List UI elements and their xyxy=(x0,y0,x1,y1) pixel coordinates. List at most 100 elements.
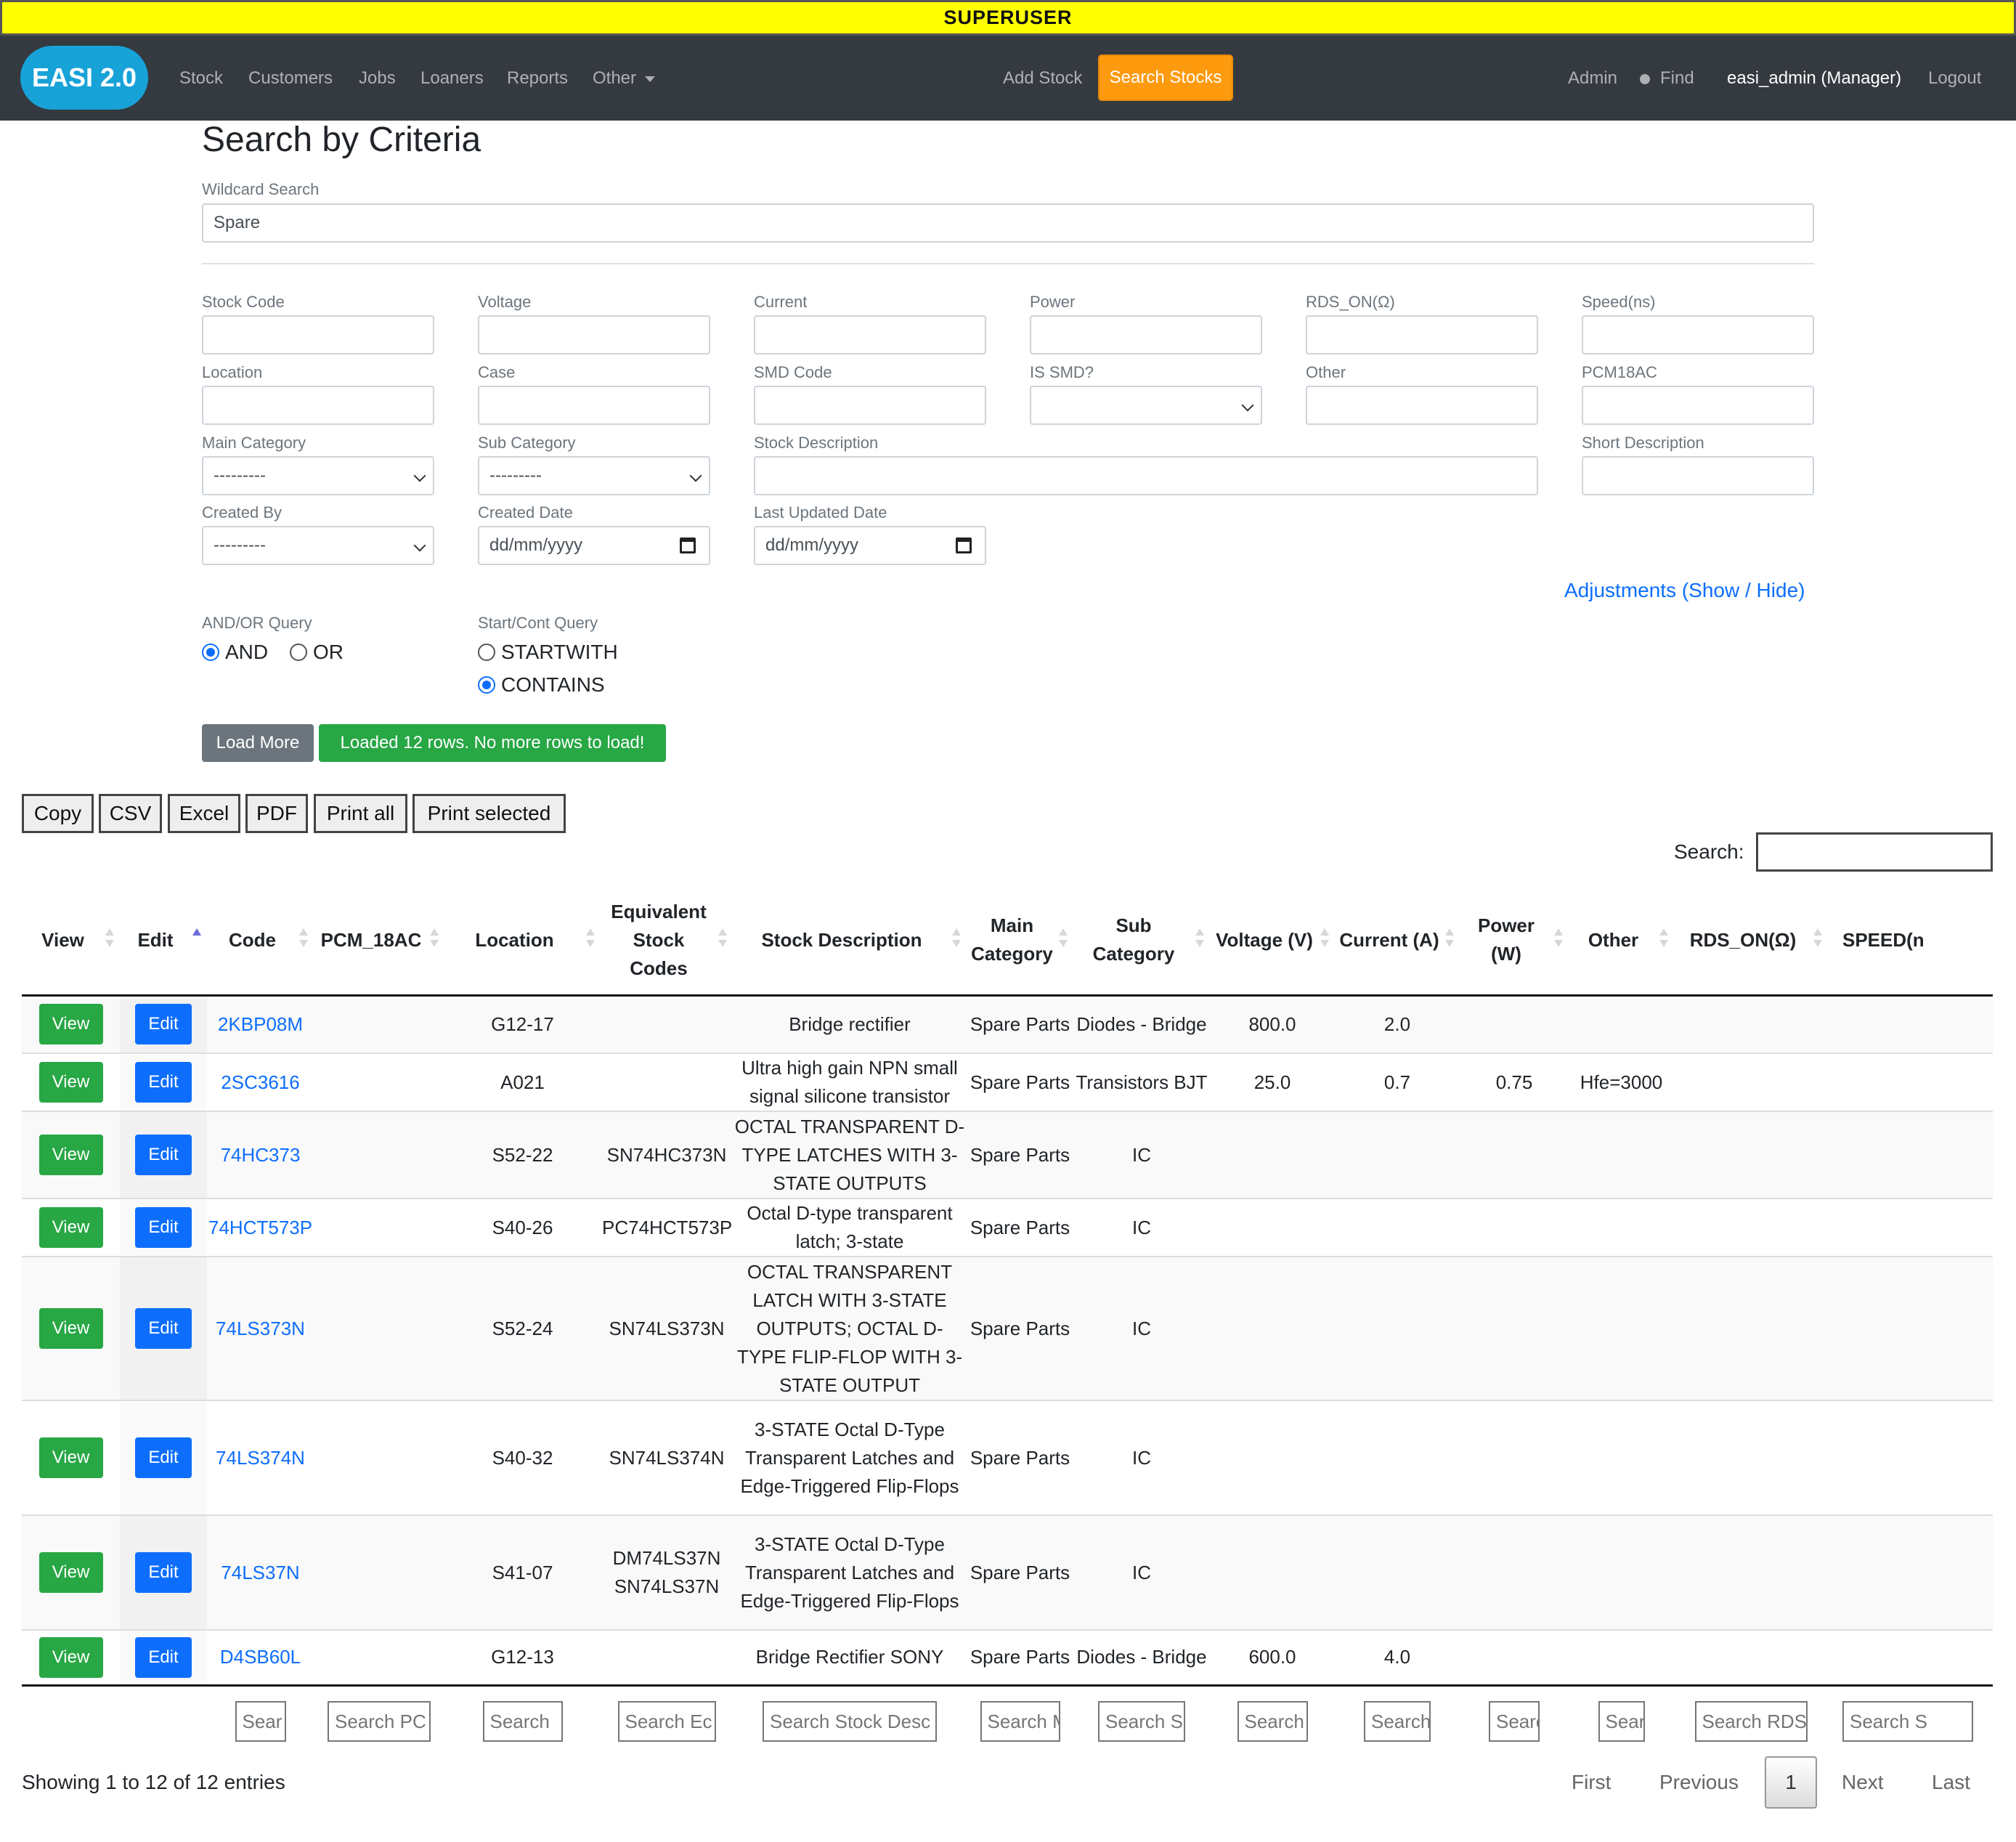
nav-other-dropdown[interactable]: Other xyxy=(593,36,656,121)
nav-reports[interactable]: Reports xyxy=(507,68,569,88)
copy-button[interactable]: Copy xyxy=(22,794,94,833)
pdf-button[interactable]: PDF xyxy=(245,794,308,833)
current-input[interactable] xyxy=(754,315,986,354)
edit-button[interactable]: Edit xyxy=(135,1004,192,1045)
pcm18ac-input[interactable] xyxy=(1582,386,1814,425)
column-filter-input[interactable]: Search M xyxy=(980,1700,1060,1742)
view-button[interactable]: View xyxy=(38,1552,103,1593)
or-radio[interactable]: OR xyxy=(290,641,344,664)
edit-button[interactable]: Edit xyxy=(135,1062,192,1103)
stock-description-input[interactable] xyxy=(754,456,1538,495)
print-all-button[interactable]: Print all xyxy=(314,794,407,833)
rds-on-input[interactable] xyxy=(1306,315,1538,354)
edit-button[interactable]: Edit xyxy=(135,1135,192,1175)
pagination-first[interactable]: First xyxy=(1572,1771,1611,1793)
excel-button[interactable]: Excel xyxy=(168,794,240,833)
voltage-input[interactable] xyxy=(478,315,710,354)
smd-code-input[interactable] xyxy=(754,386,986,425)
col-header-other[interactable]: Other xyxy=(1569,886,1674,997)
last-updated-date-input[interactable]: dd/mm/yyyy xyxy=(754,526,986,565)
pagination-next[interactable]: Next xyxy=(1842,1771,1884,1793)
created-by-select[interactable]: --------- xyxy=(202,526,434,565)
edit-button[interactable]: Edit xyxy=(135,1636,192,1678)
nav-admin[interactable]: Admin xyxy=(1568,68,1618,88)
code-link[interactable]: 74LS374N xyxy=(216,1446,305,1469)
and-radio[interactable]: AND xyxy=(202,641,268,664)
code-link[interactable]: 2KBP08M xyxy=(217,1013,304,1035)
nav-loaners[interactable]: Loaners xyxy=(420,68,484,88)
sub-category-select[interactable]: --------- xyxy=(478,456,710,495)
edit-button[interactable]: Edit xyxy=(135,1437,192,1478)
other-input[interactable] xyxy=(1306,386,1538,425)
view-button[interactable]: View xyxy=(38,1135,103,1175)
edit-button[interactable]: Edit xyxy=(135,1207,192,1248)
nav-add-stock[interactable]: Add Stock xyxy=(1003,68,1083,88)
col-header-sub-category[interactable]: Sub Category xyxy=(1073,886,1210,997)
table-search-input[interactable] xyxy=(1756,832,1993,872)
load-more-button[interactable]: Load More xyxy=(202,724,314,762)
main-category-select[interactable]: --------- xyxy=(202,456,434,495)
col-header-main-category[interactable]: Main Category xyxy=(967,886,1073,997)
short-description-input[interactable] xyxy=(1582,456,1814,495)
code-link[interactable]: D4SB60L xyxy=(219,1646,301,1668)
column-filter-input[interactable]: Searc xyxy=(1489,1700,1540,1742)
column-filter-input[interactable]: Search Stock Desc xyxy=(763,1700,937,1742)
code-link[interactable]: 74LS373N xyxy=(216,1317,305,1339)
code-link[interactable]: 74LS37N xyxy=(221,1561,300,1583)
startwith-radio[interactable]: STARTWITH xyxy=(478,641,618,664)
nav-jobs[interactable]: Jobs xyxy=(359,68,396,88)
column-filter-input[interactable]: Search xyxy=(482,1700,563,1742)
col-header-rds-on[interactable]: RDS_ON(Ω) xyxy=(1674,886,1828,997)
column-filter-input[interactable]: Search PC xyxy=(328,1700,431,1742)
column-filter-input[interactable]: Search xyxy=(1364,1700,1431,1742)
adjustments-toggle-link[interactable]: Adjustments (Show / Hide) xyxy=(1564,579,1805,601)
speed-input[interactable] xyxy=(1582,315,1814,354)
code-link[interactable]: 74HC373 xyxy=(220,1143,301,1166)
view-button[interactable]: View xyxy=(38,1437,103,1478)
calendar-icon[interactable] xyxy=(956,537,972,553)
print-selected-button[interactable]: Print selected xyxy=(412,794,566,833)
column-filter-input[interactable]: Search RDS xyxy=(1694,1700,1808,1742)
view-button[interactable]: View xyxy=(38,1308,103,1349)
nav-logout[interactable]: Logout xyxy=(1928,68,1982,88)
created-date-input[interactable]: dd/mm/yyyy xyxy=(478,526,710,565)
column-filter-input[interactable]: Search xyxy=(1237,1700,1308,1742)
pagination-page-1[interactable]: 1 xyxy=(1765,1756,1817,1809)
col-header-view[interactable]: View xyxy=(22,886,120,997)
pagination-last[interactable]: Last xyxy=(1932,1771,1970,1793)
wildcard-search-input[interactable]: Spare xyxy=(202,203,1814,243)
view-button[interactable]: View xyxy=(38,1636,103,1678)
column-filter-input[interactable]: Search S xyxy=(1842,1700,1973,1742)
brand-logo[interactable]: EASI 2.0 xyxy=(20,46,148,110)
power-input[interactable] xyxy=(1030,315,1262,354)
col-header-pcm[interactable]: PCM_18AC xyxy=(314,886,444,997)
col-header-code[interactable]: Code xyxy=(207,886,314,997)
location-input[interactable] xyxy=(202,386,434,425)
code-link[interactable]: 74HCT573P xyxy=(208,1216,313,1238)
col-header-voltage[interactable]: Voltage (V) xyxy=(1210,886,1335,997)
col-header-location[interactable]: Location xyxy=(444,886,601,997)
col-header-edit[interactable]: Edit xyxy=(120,886,207,997)
column-filter-input[interactable]: Search Ec xyxy=(617,1700,716,1742)
edit-button[interactable]: Edit xyxy=(135,1308,192,1349)
contains-radio[interactable]: CONTAINS xyxy=(478,673,605,697)
nav-customers[interactable]: Customers xyxy=(248,68,333,88)
code-link[interactable]: 2SC3616 xyxy=(221,1071,300,1093)
column-filter-input[interactable]: Sear xyxy=(235,1700,286,1742)
stock-code-input[interactable] xyxy=(202,315,434,354)
is-smd-select[interactable] xyxy=(1030,386,1262,425)
view-button[interactable]: View xyxy=(38,1207,103,1248)
search-stocks-button[interactable]: Search Stocks xyxy=(1098,54,1233,101)
view-button[interactable]: View xyxy=(38,1004,103,1045)
col-header-equivalent[interactable]: Equivalent Stock Codes xyxy=(601,886,733,997)
col-header-description[interactable]: Stock Description xyxy=(733,886,967,997)
column-filter-input[interactable]: Sear xyxy=(1598,1700,1645,1742)
column-filter-input[interactable]: Search S xyxy=(1098,1700,1185,1742)
edit-button[interactable]: Edit xyxy=(135,1552,192,1593)
col-header-current[interactable]: Current (A) xyxy=(1335,886,1460,997)
nav-user[interactable]: easi_admin (Manager) xyxy=(1727,68,1902,88)
case-input[interactable] xyxy=(478,386,710,425)
nav-stock[interactable]: Stock xyxy=(179,68,224,88)
nav-find[interactable]: Find xyxy=(1640,36,1694,121)
calendar-icon[interactable] xyxy=(680,537,696,553)
